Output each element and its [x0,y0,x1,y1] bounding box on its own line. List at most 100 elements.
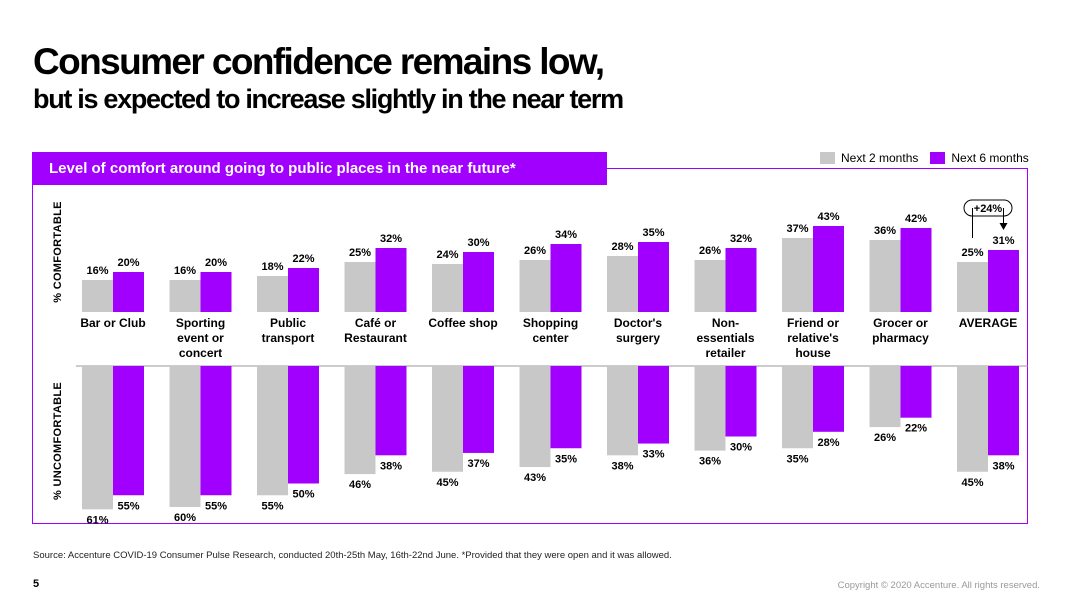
category-label: Grocer or [873,316,928,330]
bar-uncomfortable-next-2-months [607,366,638,456]
bar-uncomfortable-next-2-months [519,366,551,468]
legend-swatch-purple [930,152,946,164]
data-label-comfortable-next-6-months: 35% [642,227,664,239]
bar-comfortable-next-2-months [607,256,638,312]
bar-uncomfortable-next-6-months [550,366,582,449]
bar-comfortable-next-6-months [900,228,932,312]
page-title: Consumer confidence remains low, [33,41,605,82]
bar-uncomfortable-next-6-months [288,366,319,484]
category-label: Public [270,316,306,330]
bar-uncomfortable-next-2-months [869,366,901,428]
data-label-comfortable-next-6-months: 32% [380,233,402,245]
category-label: house [795,346,831,360]
data-label-uncomfortable-next-6-months: 50% [292,489,314,501]
bar-uncomfortable-next-6-months [813,366,844,432]
category-label: event or [177,331,224,345]
data-label-uncomfortable-next-2-months: 45% [961,477,983,489]
legend-item-next-2-months: Next 2 months [820,151,918,165]
data-label-comfortable-next-6-months: 22% [292,253,314,265]
category-label: Bar or Club [80,316,145,330]
legend-swatch-grey [820,152,835,164]
bar-comfortable-next-2-months [519,260,551,312]
category-label: Friend or [787,316,839,330]
data-label-uncomfortable-next-6-months: 55% [117,500,139,512]
legend-item-next-6-months: Next 6 months [930,151,1029,165]
category-label: retailer [705,346,745,360]
bar-comfortable-next-6-months [288,268,319,312]
data-label-comfortable-next-6-months: 43% [817,211,839,223]
data-label-comfortable-next-6-months: 31% [992,235,1014,247]
data-label-comfortable-next-2-months: 36% [874,225,896,237]
data-label-comfortable-next-2-months: 25% [349,247,371,259]
bar-uncomfortable-next-2-months [957,366,988,472]
data-label-comfortable-next-2-months: 25% [961,247,983,259]
bar-comfortable-next-6-months [638,242,669,312]
bar-comfortable-next-2-months [432,264,463,312]
bar-uncomfortable-next-2-months [432,366,463,472]
category-label: Doctor's [614,316,663,330]
data-label-comfortable-next-2-months: 28% [611,241,633,253]
bar-comfortable-next-6-months [463,252,494,312]
data-label-uncomfortable-next-2-months: 45% [436,477,458,489]
bar-uncomfortable-next-6-months [200,366,232,496]
bar-comfortable-next-2-months [782,238,813,312]
bar-comfortable-next-6-months [988,250,1019,312]
data-label-uncomfortable-next-2-months: 60% [174,512,196,524]
data-label-uncomfortable-next-2-months: 26% [874,432,896,444]
category-label: Restaurant [344,331,407,345]
data-label-uncomfortable-next-6-months: 37% [467,458,489,470]
data-label-uncomfortable-next-2-months: 38% [611,460,633,472]
data-label-uncomfortable-next-2-months: 61% [86,514,108,526]
category-label: relative's [787,331,839,345]
data-label-uncomfortable-next-6-months: 33% [642,449,664,461]
data-label-comfortable-next-2-months: 16% [86,265,108,277]
data-label-uncomfortable-next-6-months: 22% [905,423,927,435]
page-subtitle: but is expected to increase slightly in … [33,84,624,114]
bar-uncomfortable-next-2-months [169,366,201,507]
data-label-uncomfortable-next-6-months: 55% [205,500,227,512]
data-label-comfortable-next-6-months: 34% [555,229,577,241]
chart-legend: Next 2 months Next 6 months [820,151,1041,165]
data-label-uncomfortable-next-2-months: 55% [261,500,283,512]
bar-comfortable-next-2-months [257,276,288,312]
bar-uncomfortable-next-2-months [694,366,726,451]
bar-uncomfortable-next-6-months [725,366,757,437]
category-label: surgery [616,331,660,345]
bar-comfortable-next-2-months [957,262,988,312]
legend-label: Next 6 months [951,151,1029,165]
bar-comfortable-next-2-months [869,240,901,312]
bar-uncomfortable-next-6-months [638,366,669,444]
bar-uncomfortable-next-2-months [344,366,376,475]
chart-banner: Level of comfort around going to public … [32,152,607,185]
data-label-uncomfortable-next-2-months: 35% [786,453,808,465]
bar-comfortable-next-6-months [375,248,407,312]
annotation-label: +24% [974,203,1003,215]
bar-comfortable-next-6-months [550,244,582,312]
bar-comfortable-next-2-months [169,280,201,312]
category-label: Non- [712,316,739,330]
category-label: Shopping [523,316,578,330]
data-label-uncomfortable-next-2-months: 36% [699,456,721,468]
bar-uncomfortable-next-6-months [988,366,1019,456]
category-label: Sporting [176,316,225,330]
data-label-uncomfortable-next-2-months: 46% [349,479,371,491]
bar-comfortable-next-2-months [82,280,113,312]
data-label-uncomfortable-next-2-months: 43% [524,472,546,484]
data-label-uncomfortable-next-6-months: 38% [380,460,402,472]
bar-comfortable-next-2-months [694,260,726,312]
data-label-comfortable-next-2-months: 18% [261,261,283,273]
data-label-uncomfortable-next-6-months: 35% [555,453,577,465]
data-label-comfortable-next-2-months: 26% [699,245,721,257]
bar-uncomfortable-next-2-months [82,366,113,510]
data-label-comfortable-next-6-months: 42% [905,213,927,225]
bar-comfortable-next-6-months [725,248,757,312]
bar-uncomfortable-next-6-months [375,366,407,456]
category-label: pharmacy [872,331,929,345]
category-label: AVERAGE [959,316,1017,330]
bar-comfortable-next-6-months [113,272,144,312]
data-label-comfortable-next-6-months: 32% [730,233,752,245]
data-label-uncomfortable-next-6-months: 30% [730,442,752,454]
data-label-comfortable-next-6-months: 30% [467,237,489,249]
data-label-comfortable-next-2-months: 16% [174,265,196,277]
